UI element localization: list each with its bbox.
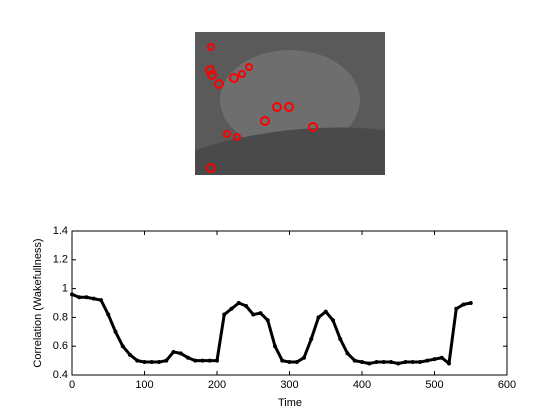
data-point: [360, 360, 364, 365]
data-point: [70, 292, 74, 297]
x-axis-label: Time: [278, 397, 302, 409]
data-point: [149, 360, 154, 365]
data-point: [425, 358, 430, 363]
data-point: [251, 312, 256, 317]
x-tick-label: 100: [135, 379, 153, 391]
data-point: [186, 355, 190, 360]
data-line: [71, 292, 472, 365]
data-point: [294, 360, 299, 365]
data-point: [258, 311, 263, 316]
y-axis-label: Correlation (Wakefullness): [32, 238, 44, 367]
data-point: [91, 296, 96, 301]
data-point: [207, 358, 212, 363]
data-point: [200, 358, 205, 363]
data-point: [432, 357, 437, 362]
data-point: [374, 360, 379, 365]
y-tick-label: 1.4: [53, 225, 68, 237]
data-point: [157, 360, 161, 365]
data-point: [273, 344, 277, 349]
x-tick-label: 600: [498, 379, 516, 391]
data-point: [120, 344, 125, 349]
data-point: [236, 301, 241, 305]
data-point: [287, 360, 292, 365]
data-point: [447, 361, 451, 366]
data-point: [367, 361, 372, 366]
data-point: [135, 358, 140, 363]
cat-photo: [195, 32, 385, 175]
x-tick-label: 400: [353, 379, 371, 391]
data-point: [77, 295, 82, 300]
data-point: [193, 358, 198, 363]
y-tick-label: 1.2: [53, 254, 68, 266]
data-point: [171, 349, 176, 354]
y-tick-label: 1: [62, 283, 68, 295]
data-point: [410, 360, 415, 365]
data-point: [403, 360, 408, 365]
data-point: [331, 318, 335, 323]
data-point: [389, 360, 393, 365]
data-point: [215, 358, 219, 363]
data-point: [265, 318, 270, 323]
data-point: [309, 337, 314, 341]
data-point: [280, 358, 285, 363]
data-point: [84, 295, 89, 300]
plot-frame: [71, 230, 508, 376]
data-point: [352, 358, 357, 363]
data-point: [338, 337, 343, 341]
data-point: [396, 361, 401, 366]
y-tick-label: 0.4: [53, 369, 68, 381]
data-point: [345, 351, 350, 356]
x-tick-label: 300: [280, 379, 298, 391]
y-tick-label: 0.8: [53, 311, 68, 323]
y-tick-label: 0.6: [53, 340, 68, 352]
data-point: [323, 309, 328, 314]
data-point: [381, 360, 386, 365]
data-point: [128, 352, 132, 357]
data-point: [454, 306, 459, 311]
x-tick-label: 0: [69, 379, 75, 391]
data-point: [222, 312, 227, 317]
data-point: [142, 360, 147, 365]
data-point: [316, 315, 321, 320]
x-tick-label: 500: [425, 379, 443, 391]
data-point: [113, 329, 118, 334]
data-point: [99, 298, 103, 303]
data-point: [439, 355, 444, 360]
data-point: [164, 358, 169, 363]
data-point: [302, 355, 306, 360]
data-point: [468, 301, 473, 305]
data-point: [418, 360, 422, 365]
data-point: [178, 351, 183, 356]
data-point: [229, 306, 234, 311]
x-tick-label: 200: [208, 379, 226, 391]
data-point: [244, 303, 248, 308]
data-point: [461, 302, 466, 307]
data-point: [106, 312, 111, 317]
